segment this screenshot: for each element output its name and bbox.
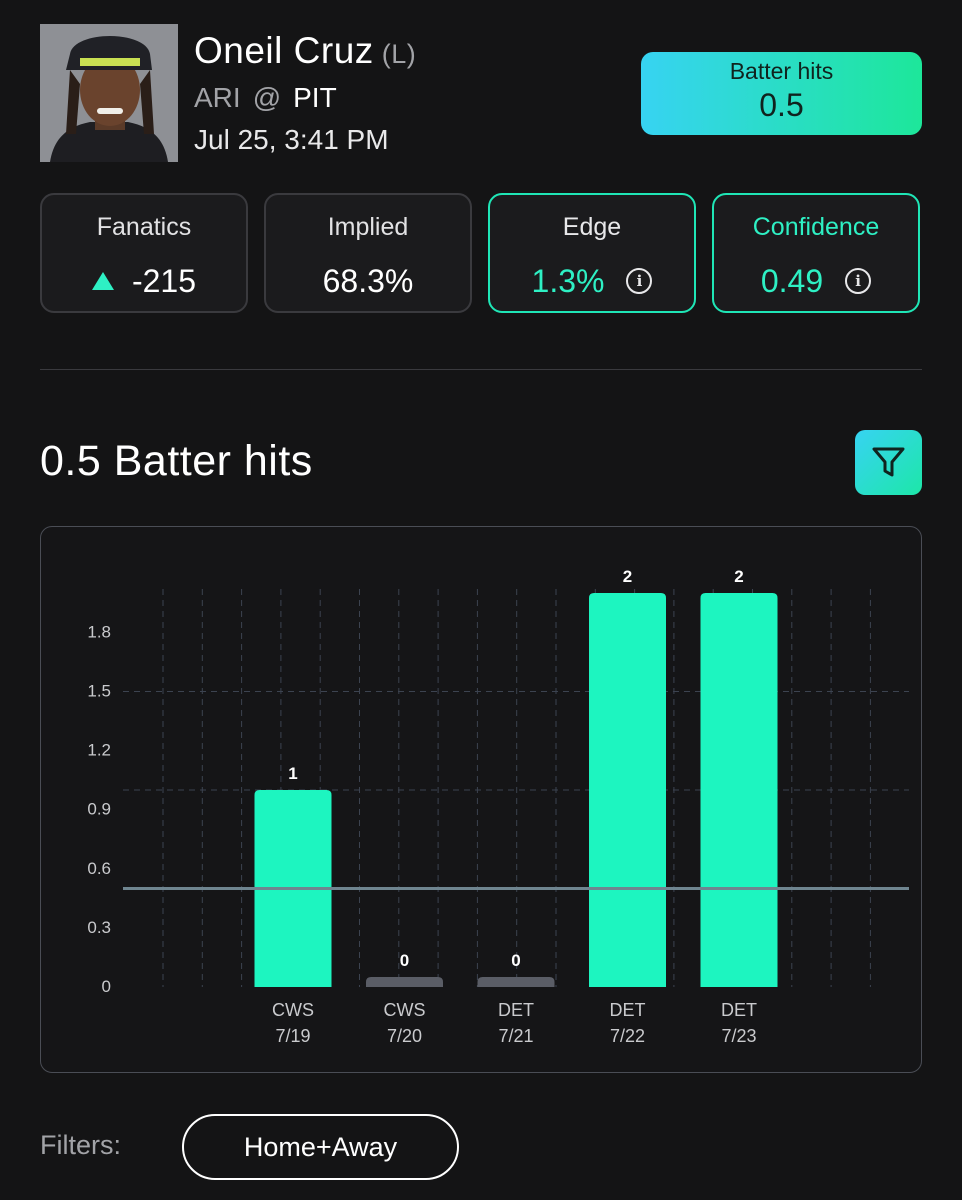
edge-card[interactable]: Edge 1.3% i (488, 193, 696, 313)
y-tick-label: 0.9 (87, 800, 111, 819)
x-tick-opponent: DET (721, 1000, 757, 1020)
player-headshot-icon (40, 24, 178, 162)
home-team: PIT (293, 82, 337, 113)
odds-value-row: -215 (42, 263, 246, 300)
confidence-label: Confidence (752, 213, 880, 241)
bar (589, 593, 666, 987)
y-tick-label: 0.6 (87, 859, 111, 878)
y-tick-label: 1.2 (87, 741, 111, 760)
x-tick-date: 7/21 (498, 1026, 533, 1046)
edge-value-row: 1.3% i (490, 263, 694, 300)
book-label: Fanatics (96, 213, 192, 241)
hits-chart-svg: 0 0.3 0.6 0.9 1.2 1.5 1.8 1 CWS 7/19 0 CWS 7/20 0 DET 7… (87, 567, 909, 1046)
edge-label: Edge (562, 213, 622, 241)
y-tick-label: 1.8 (87, 622, 111, 641)
funnel-icon (872, 447, 905, 477)
filters-label: Filters: (40, 1130, 121, 1160)
bar-data-label: 2 (734, 567, 743, 586)
x-tick-date: 7/20 (387, 1026, 422, 1046)
bar (366, 977, 443, 987)
bar-data-label: 0 (400, 951, 409, 970)
edge-value: 1.3% (531, 263, 605, 299)
at-symbol: @ (252, 82, 282, 113)
bar-data-label: 1 (288, 764, 297, 783)
bar-data-label: 2 (623, 567, 632, 586)
player-hand: (L) (381, 39, 417, 69)
confidence-value-row: 0.49 i (714, 263, 918, 300)
x-tick-date: 7/23 (721, 1026, 756, 1046)
section-title: 0.5 Batter hits (40, 437, 313, 485)
implied-label: Implied (327, 213, 409, 241)
away-team: ARI (194, 82, 241, 113)
odds-value: -215 (131, 263, 197, 299)
confidence-value: 0.49 (760, 263, 824, 299)
player-avatar (40, 24, 178, 162)
implied-card: Implied 68.3% (264, 193, 472, 313)
x-tick-opponent: DET (498, 1000, 534, 1020)
y-tick-label: 0 (102, 977, 111, 996)
divider (40, 369, 922, 370)
confidence-card[interactable]: Confidence 0.49 i (712, 193, 920, 313)
info-icon[interactable]: i (626, 267, 653, 294)
odds-card[interactable]: Fanatics -215 (40, 193, 248, 313)
market-line: 0.5 (759, 87, 804, 123)
bar (477, 977, 555, 987)
info-icon[interactable]: i (845, 267, 872, 294)
x-tick-opponent: CWS (384, 1000, 426, 1020)
home-away-filter[interactable]: Home+Away (182, 1114, 459, 1180)
x-tick-opponent: CWS (272, 1000, 314, 1020)
player-name: Oneil Cruz (L) (194, 30, 416, 72)
game-time: Jul 25, 3:41 PM (194, 124, 389, 155)
x-tick-date: 7/19 (275, 1026, 310, 1046)
bar (700, 593, 778, 987)
matchup: ARI @ PIT (194, 82, 337, 114)
hits-chart: 0 0.3 0.6 0.9 1.2 1.5 1.8 1 CWS 7/19 0 CWS 7/20 0 DET 7… (40, 526, 922, 1073)
y-tick-label: 1.5 (87, 682, 111, 701)
market-badge[interactable]: Batter hits 0.5 (641, 52, 922, 135)
implied-value: 68.3% (322, 263, 414, 299)
x-tick-opponent: DET (610, 1000, 646, 1020)
bar-data-label: 0 (511, 951, 520, 970)
market-label: Batter hits (729, 58, 834, 84)
player-name-text: Oneil Cruz (194, 30, 374, 71)
x-tick-date: 7/22 (610, 1026, 645, 1046)
y-tick-label: 0.3 (87, 918, 111, 937)
triangle-up-icon (91, 271, 114, 290)
filter-button[interactable] (855, 430, 922, 495)
